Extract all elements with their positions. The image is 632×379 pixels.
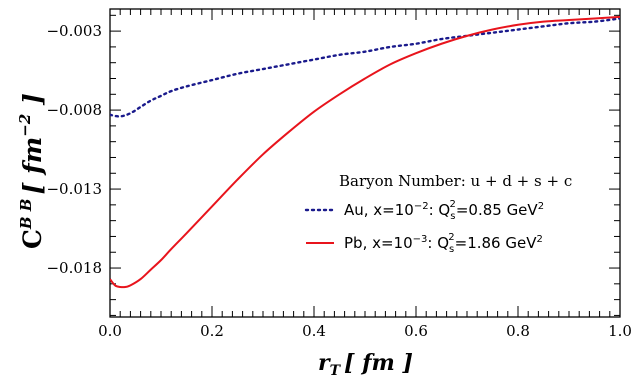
legend-entry-au: Au, x=10−2: Qs2=0.85 GeV2 [344, 199, 544, 222]
x-tick-label: 0.6 [404, 322, 428, 340]
y-tick-label: −0.008 [46, 101, 102, 119]
legend-title: Baryon Number: u + d + s + c [339, 172, 572, 190]
x-tick-label: 0.8 [506, 322, 530, 340]
series-line-0 [110, 17, 620, 118]
y-axis-title: CB B[ fm−2 ] [16, 93, 47, 249]
y-tick-label: −0.003 [46, 22, 102, 40]
y-axis-ticks: −0.003 −0.008 −0.013 −0.018 [46, 14, 620, 316]
x-tick-label: 0.2 [200, 322, 224, 340]
y-tick-label: −0.018 [46, 259, 102, 277]
series-layer [110, 15, 620, 289]
y-tick-label: −0.013 [46, 180, 102, 198]
x-axis-title: rT[ fm ] [318, 350, 413, 379]
legend-entry-pb: Pb, x=10−3: Qs2=1.86 GeV2 [344, 232, 543, 255]
plot-frame [109, 8, 621, 318]
x-tick-label: 0.0 [98, 322, 122, 340]
legend: Baryon Number: u + d + s + c Au, x=10−2:… [304, 172, 572, 255]
x-tick-label: 0.4 [302, 322, 326, 340]
series-line-1 [110, 15, 620, 289]
x-axis-ticks: 0.0 0.2 0.4 0.6 0.8 1.0 [98, 9, 632, 340]
x-tick-label: 1.0 [608, 322, 632, 340]
